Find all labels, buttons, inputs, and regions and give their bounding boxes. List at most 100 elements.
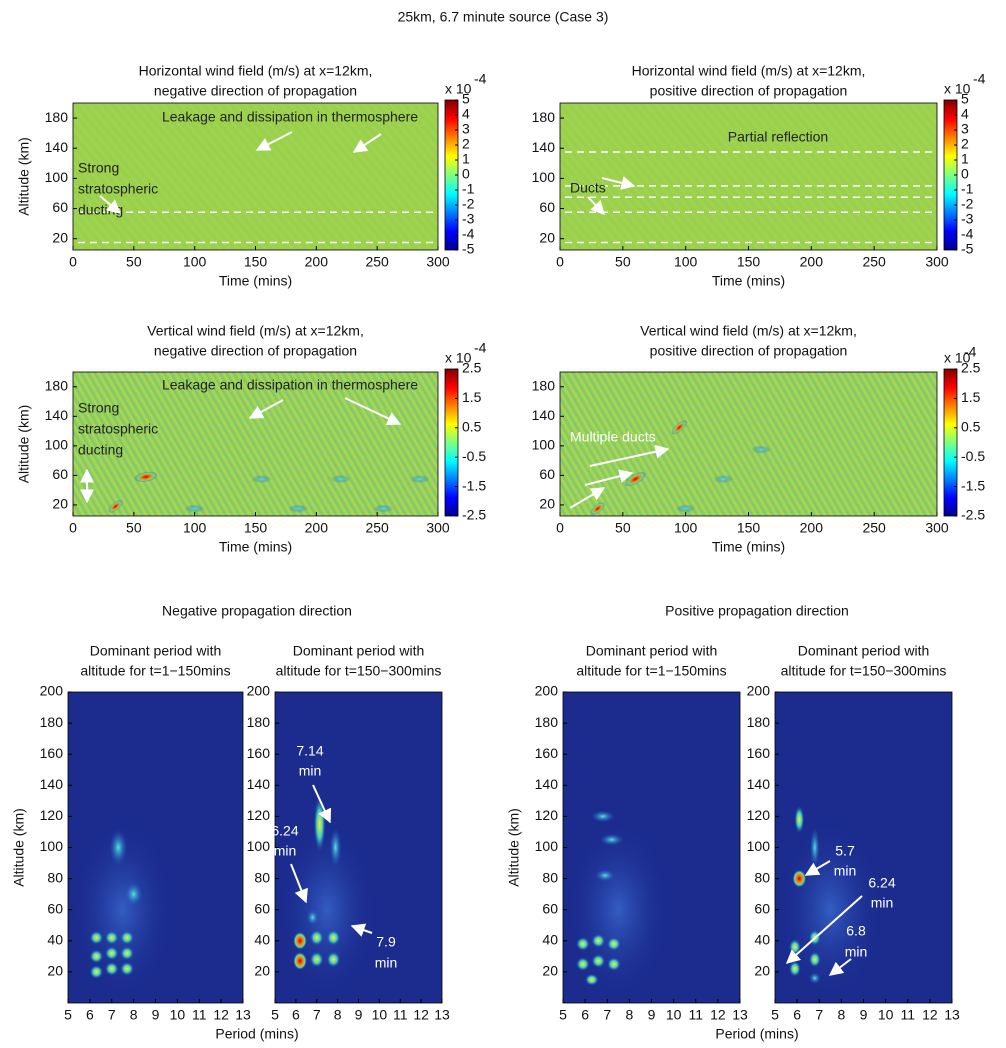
x-tick-label: 7 — [108, 1007, 116, 1023]
y-axis-label: Altitude (km) — [16, 137, 32, 216]
intensity-blob — [326, 951, 341, 968]
colorbar-tick-label: -1 — [961, 181, 974, 197]
x-tick-label: 150 — [737, 520, 761, 536]
annotation-arrow — [350, 923, 373, 937]
y-tick-label: 120 — [40, 807, 64, 823]
intensity-blob — [575, 936, 590, 951]
x-tick-label: 5 — [559, 1007, 567, 1023]
x-tick-label: 150 — [737, 254, 761, 270]
y-tick-label: 160 — [747, 745, 771, 761]
wave-packet — [373, 504, 394, 513]
colorbar-tick-label: 0 — [961, 166, 969, 182]
y-tick-label: 20 — [542, 963, 558, 979]
panel-title: Dominant period with — [90, 643, 222, 659]
panel-title: altitude for t=1−150mins — [576, 663, 726, 679]
annotation: Leakage and dissipation in thermosphere — [162, 109, 418, 125]
x-tick-label: 9 — [648, 1007, 656, 1023]
intensity-blob — [89, 930, 104, 945]
x-tick-label: 200 — [800, 254, 824, 270]
y-tick-label: 60 — [52, 199, 68, 215]
x-tick-label: 200 — [305, 520, 329, 536]
annotation-arrow — [255, 131, 293, 151]
x-tick-label: 11 — [393, 1007, 408, 1023]
intensity-blob — [293, 931, 308, 950]
colorbar-tick-label: -5 — [462, 241, 475, 257]
x-tick-label: 7 — [313, 1007, 321, 1023]
y-tick-label: 20 — [539, 229, 555, 245]
x-tick-label: 300 — [426, 520, 450, 536]
section-title: Positive propagation direction — [665, 603, 849, 619]
y-tick-label: 200 — [40, 683, 64, 699]
y-tick-label: 60 — [754, 900, 770, 916]
annotation: stratospheric — [78, 421, 158, 437]
annotation-arrow — [290, 863, 308, 904]
annotation: Multiple ducts — [570, 429, 656, 445]
y-tick-label: 60 — [542, 900, 558, 916]
x-tick-label: 8 — [334, 1007, 342, 1023]
annotation-arrow — [99, 195, 122, 214]
x-tick-label: 250 — [365, 254, 389, 270]
y-tick-label: 20 — [254, 963, 270, 979]
x-tick-label: 300 — [426, 254, 450, 270]
annotation-arrow — [601, 176, 636, 190]
annotation: Ducts — [570, 180, 606, 196]
intensity-blob — [89, 964, 104, 979]
annotation-arrow — [352, 133, 382, 153]
colorbar-tick-label: -2 — [961, 196, 974, 212]
x-tick-label: 5 — [64, 1007, 72, 1023]
colorbar-tick-label: 2.5 — [462, 360, 482, 376]
y-tick-label: 60 — [539, 199, 555, 215]
x-tick-label: 6 — [86, 1007, 94, 1023]
panel-title: negative direction of propagation — [154, 83, 357, 99]
y-tick-label: 140 — [45, 139, 69, 155]
y-tick-label: 180 — [45, 377, 69, 393]
y-tick-label: 120 — [747, 807, 771, 823]
colorbar-tick-label: 0.5 — [462, 419, 482, 435]
wave-packet — [590, 502, 606, 516]
x-axis-label: Time (mins) — [712, 539, 785, 555]
y-tick-label: 60 — [254, 900, 270, 916]
annotation: min — [845, 944, 868, 960]
y-tick-label: 160 — [247, 745, 271, 761]
y-tick-label: 120 — [247, 807, 271, 823]
y-tick-label: 100 — [45, 169, 69, 185]
x-tick-label: 100 — [183, 520, 207, 536]
colorbar-exponent: -4 — [973, 71, 986, 87]
x-tick-label: 150 — [244, 254, 268, 270]
intensity-blob — [104, 930, 119, 945]
y-tick-label: 140 — [247, 776, 271, 792]
y-tick-label: 100 — [747, 838, 771, 854]
x-tick-label: 8 — [625, 1007, 633, 1023]
wave-packet — [251, 475, 272, 484]
x-tick-label: 8 — [837, 1007, 845, 1023]
x-axis-label: Time (mins) — [219, 539, 292, 555]
wave-pattern — [73, 103, 438, 250]
y-axis-label: Altitude (km) — [11, 808, 27, 887]
colorbar-tick-label: 0 — [462, 166, 470, 182]
colorbar-tick-label: -0.5 — [961, 448, 985, 464]
wave-pattern — [560, 103, 937, 250]
annotation: 6.24 — [271, 823, 298, 839]
panel-title: Dominant period with — [293, 643, 425, 659]
intensity-blob — [120, 961, 135, 976]
x-tick-label: 150 — [244, 520, 268, 536]
wave-packet — [675, 504, 696, 513]
panel-title: Vertical wind field (m/s) at x=12km, — [640, 323, 857, 339]
y-tick-label: 20 — [47, 963, 63, 979]
intensity-blob — [584, 973, 599, 986]
wave-packet — [671, 420, 688, 435]
x-tick-label: 13 — [235, 1007, 251, 1023]
panel-title: negative direction of propagation — [154, 343, 357, 359]
x-axis-label: Period (mins) — [715, 1026, 798, 1042]
y-tick-label: 120 — [535, 807, 559, 823]
annotation: min — [834, 863, 857, 879]
y-tick-label: 20 — [539, 496, 555, 512]
y-tick-label: 180 — [532, 377, 556, 393]
intensity-blob — [788, 960, 801, 977]
y-tick-label: 40 — [47, 932, 63, 948]
y-tick-label: 60 — [539, 466, 555, 482]
colorbar-exponent: -4 — [474, 340, 487, 356]
intensity-blob — [808, 972, 821, 985]
colorbar-tick-label: 1.5 — [961, 389, 981, 405]
